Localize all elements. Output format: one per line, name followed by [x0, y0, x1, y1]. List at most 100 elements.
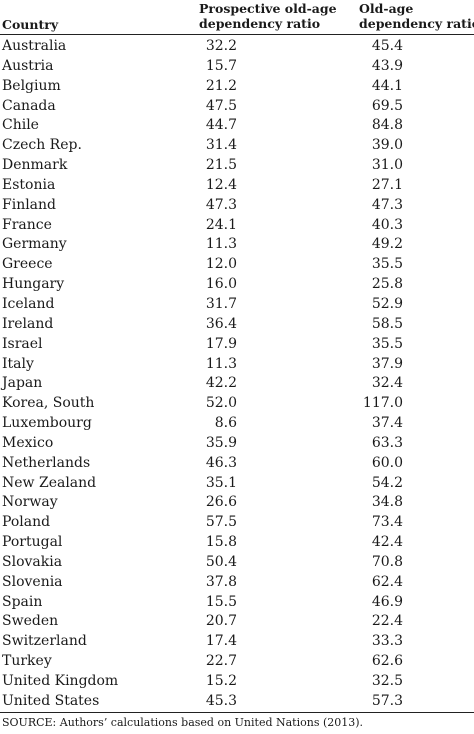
table-row: France 24.1 40.3: [0, 216, 474, 236]
cell-prospective-ratio: 12.4: [205, 176, 237, 193]
cell-prospective-ratio: 17.9: [205, 335, 237, 352]
table-row: Australia 32.2 45.4: [0, 37, 474, 57]
cell-prospective-ratio: 16.0: [205, 276, 237, 293]
cell-prospective-ratio: 8.6: [214, 415, 237, 432]
cell-country: Slovenia: [2, 573, 63, 590]
cell-country: Hungary: [2, 276, 65, 293]
header-oldage-line2: dependency ratio: [359, 16, 474, 31]
cell-prospective-ratio: 32.2: [205, 38, 237, 54]
cell-prospective-ratio: 31.4: [205, 137, 237, 154]
table-row: Denmark 21.5 31.0: [0, 156, 474, 176]
cell-oldage-ratio: 54.2: [371, 474, 403, 491]
table-row: Finland 47.3 47.3: [0, 196, 474, 216]
cell-oldage-ratio: 35.5: [371, 256, 403, 273]
cell-oldage-ratio: 46.9: [371, 593, 403, 610]
cell-country: Switzerland: [2, 633, 87, 650]
source-note: SOURCE: Authors’ calculations based on U…: [2, 716, 364, 729]
table-row: Chile 44.7 84.8: [0, 116, 474, 136]
cell-country: Canada: [2, 97, 56, 114]
table-row: Belgium 21.2 44.1: [0, 77, 474, 97]
cell-prospective-ratio: 22.7: [205, 653, 237, 670]
table-row: Sweden 20.7 22.4: [0, 612, 474, 632]
cell-prospective-ratio: 46.3: [205, 454, 237, 471]
cell-country: Australia: [2, 38, 67, 54]
cell-oldage-ratio: 57.3: [371, 692, 403, 709]
cell-country: Sweden: [2, 613, 59, 630]
cell-oldage-ratio: 37.4: [371, 415, 403, 432]
cell-oldage-ratio: 84.8: [371, 117, 403, 134]
cell-country: Denmark: [2, 157, 68, 174]
table-row: Ireland 36.4 58.5: [0, 315, 474, 335]
cell-oldage-ratio: 63.3: [371, 434, 403, 451]
cell-country: Israel: [2, 335, 43, 352]
cell-prospective-ratio: 15.8: [205, 534, 237, 551]
cell-oldage-ratio: 32.5: [371, 673, 403, 689]
cell-oldage-ratio: 69.5: [371, 97, 403, 114]
table-row: Norway 26.6 34.8: [0, 493, 474, 513]
cell-prospective-ratio: 11.3: [205, 355, 237, 372]
cell-oldage-ratio: 37.9: [371, 355, 403, 372]
table-row: Luxembourg 8.6 37.4: [0, 414, 474, 434]
cell-country: Czech Rep.: [2, 137, 82, 154]
cell-prospective-ratio: 37.8: [205, 573, 237, 590]
cell-oldage-ratio: 62.4: [371, 573, 403, 590]
cell-country: Mexico: [2, 434, 54, 451]
cell-prospective-ratio: 21.2: [205, 77, 237, 94]
cell-oldage-ratio: 27.1: [371, 176, 403, 193]
table-row: Israel 17.9 35.5: [0, 335, 474, 355]
table-row: Canada 47.5 69.5: [0, 97, 474, 117]
cell-oldage-ratio: 35.5: [371, 335, 403, 352]
header-oldage-ratio: Old-age dependency ratio: [359, 1, 474, 31]
cell-oldage-ratio: 70.8: [371, 553, 403, 570]
cell-oldage-ratio: 40.3: [371, 216, 403, 233]
cell-oldage-ratio: 49.2: [371, 236, 403, 253]
cell-prospective-ratio: 24.1: [205, 216, 237, 233]
cell-country: Turkey: [2, 653, 52, 670]
cell-country: Japan: [2, 375, 43, 392]
cell-country: Austria: [2, 57, 54, 74]
cell-prospective-ratio: 45.3: [205, 692, 237, 709]
cell-country: Italy: [2, 355, 34, 372]
cell-oldage-ratio: 73.4: [371, 514, 403, 531]
cell-country: Estonia: [2, 176, 56, 193]
dependency-ratio-table: Country Prospective old-age dependency r…: [0, 1, 474, 709]
cell-oldage-ratio: 32.4: [371, 375, 403, 392]
cell-country: Finland: [2, 196, 57, 213]
cell-country: Greece: [2, 256, 53, 273]
cell-prospective-ratio: 15.5: [205, 593, 237, 610]
cell-prospective-ratio: 47.5: [205, 97, 237, 114]
cell-prospective-ratio: 15.2: [205, 673, 237, 689]
cell-prospective-ratio: 31.7: [205, 295, 237, 312]
cell-country: Netherlands: [2, 454, 91, 471]
table-row: Germany 11.3 49.2: [0, 235, 474, 255]
cell-prospective-ratio: 57.5: [205, 514, 237, 531]
cell-oldage-ratio: 47.3: [371, 196, 403, 213]
cell-country: Norway: [2, 494, 58, 511]
cell-oldage-ratio: 31.0: [371, 157, 403, 174]
cell-prospective-ratio: 35.9: [205, 434, 237, 451]
table-row: Korea, South 52.0 117.0: [0, 394, 474, 414]
cell-oldage-ratio: 45.4: [371, 38, 403, 54]
cell-prospective-ratio: 11.3: [205, 236, 237, 253]
table-row: United Kingdom 15.2 32.5: [0, 672, 474, 692]
cell-oldage-ratio: 60.0: [371, 454, 403, 471]
cell-oldage-ratio: 44.1: [371, 77, 403, 94]
cell-country: Spain: [2, 593, 43, 610]
cell-prospective-ratio: 17.4: [205, 633, 237, 650]
table-row: Austria 15.7 43.9: [0, 57, 474, 77]
header-prospective-line1: Prospective old-age: [199, 1, 337, 16]
table-row: Mexico 35.9 63.3: [0, 434, 474, 454]
cell-country: Belgium: [2, 77, 61, 94]
cell-prospective-ratio: 26.6: [205, 494, 237, 511]
cell-oldage-ratio: 22.4: [371, 613, 403, 630]
table-bottom-rule: [0, 712, 474, 713]
cell-prospective-ratio: 12.0: [205, 256, 237, 273]
cell-oldage-ratio: 62.6: [371, 653, 403, 670]
cell-country: Germany: [2, 236, 67, 253]
cell-oldage-ratio: 117.0: [362, 395, 403, 412]
table-row: Czech Rep. 31.4 39.0: [0, 136, 474, 156]
cell-oldage-ratio: 58.5: [371, 315, 403, 332]
cell-country: Ireland: [2, 315, 54, 332]
cell-prospective-ratio: 36.4: [205, 315, 237, 332]
header-oldage-line1: Old-age: [359, 1, 414, 16]
